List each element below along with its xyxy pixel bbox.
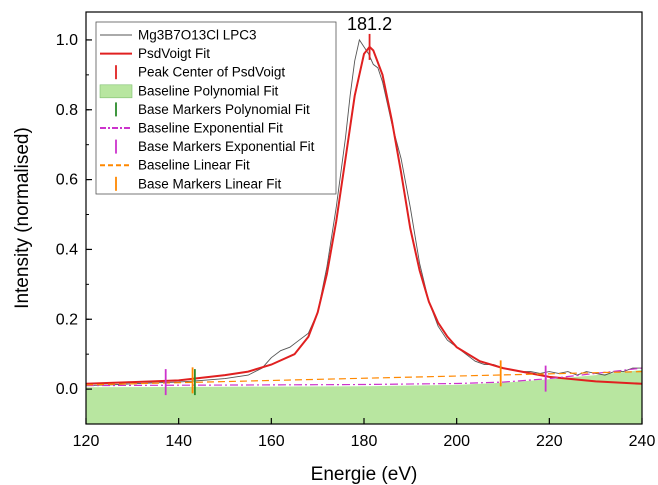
series-line-1	[86, 45, 642, 385]
y-tick-label-0.6: 0.6	[56, 172, 78, 189]
series-line-7	[86, 371, 642, 386]
x-tick-label-180: 180	[351, 433, 378, 450]
series-line-5	[86, 367, 642, 387]
legend-label-0: Mg3B7O13Cl LPC3	[138, 28, 257, 43]
y-tick-label-1: 1.0	[56, 32, 78, 49]
y-tick-label-0: 0.0	[56, 381, 78, 398]
y-axis-title: Intensity (normalised)	[12, 127, 33, 309]
y-tick-label-0.4: 0.4	[56, 241, 78, 258]
x-tick-label-240: 240	[629, 433, 656, 450]
legend-label-7: Baseline Linear Fit	[138, 158, 250, 173]
legend: Mg3B7O13Cl LPC3 PsdVoigt Fit Peak Center o…	[95, 21, 337, 195]
legend-swatch-3	[99, 84, 133, 99]
x-tick-label-220: 220	[536, 433, 563, 450]
x-tick-label-160: 160	[258, 433, 285, 450]
legend-label-5: Baseline Exponential Fit	[138, 121, 283, 136]
legend-label-4: Base Markers Polynomial Fit	[138, 102, 310, 117]
peak-annotation: 181.2	[347, 14, 392, 34]
axes: 120 140 160 180 200 220 240 0.0 0.2 0.4 0.6 0.8 1.0	[56, 32, 656, 450]
baseline-polynomial-fill	[86, 369, 642, 424]
legend-label-6: Base Markers Exponential Fit	[138, 139, 315, 154]
x-tick-label-200: 200	[443, 433, 470, 450]
y-tick-label-0.2: 0.2	[56, 311, 78, 328]
legend-label-8: Base Markers Linear Fit	[138, 176, 282, 191]
legend-label-2: Peak Center of PsdVoigt	[138, 65, 285, 80]
legend-label-3: Baseline Polynomial Fit	[138, 83, 279, 98]
legend-box	[95, 21, 337, 195]
x-axis-title: Energie (eV)	[311, 464, 418, 485]
x-tick-label-140: 140	[165, 433, 192, 450]
y-tick-label-0.8: 0.8	[56, 102, 78, 119]
x-tick-label-120: 120	[73, 433, 100, 450]
plot-area	[86, 33, 642, 424]
legend-label-1: PsdVoigt Fit	[138, 46, 210, 61]
